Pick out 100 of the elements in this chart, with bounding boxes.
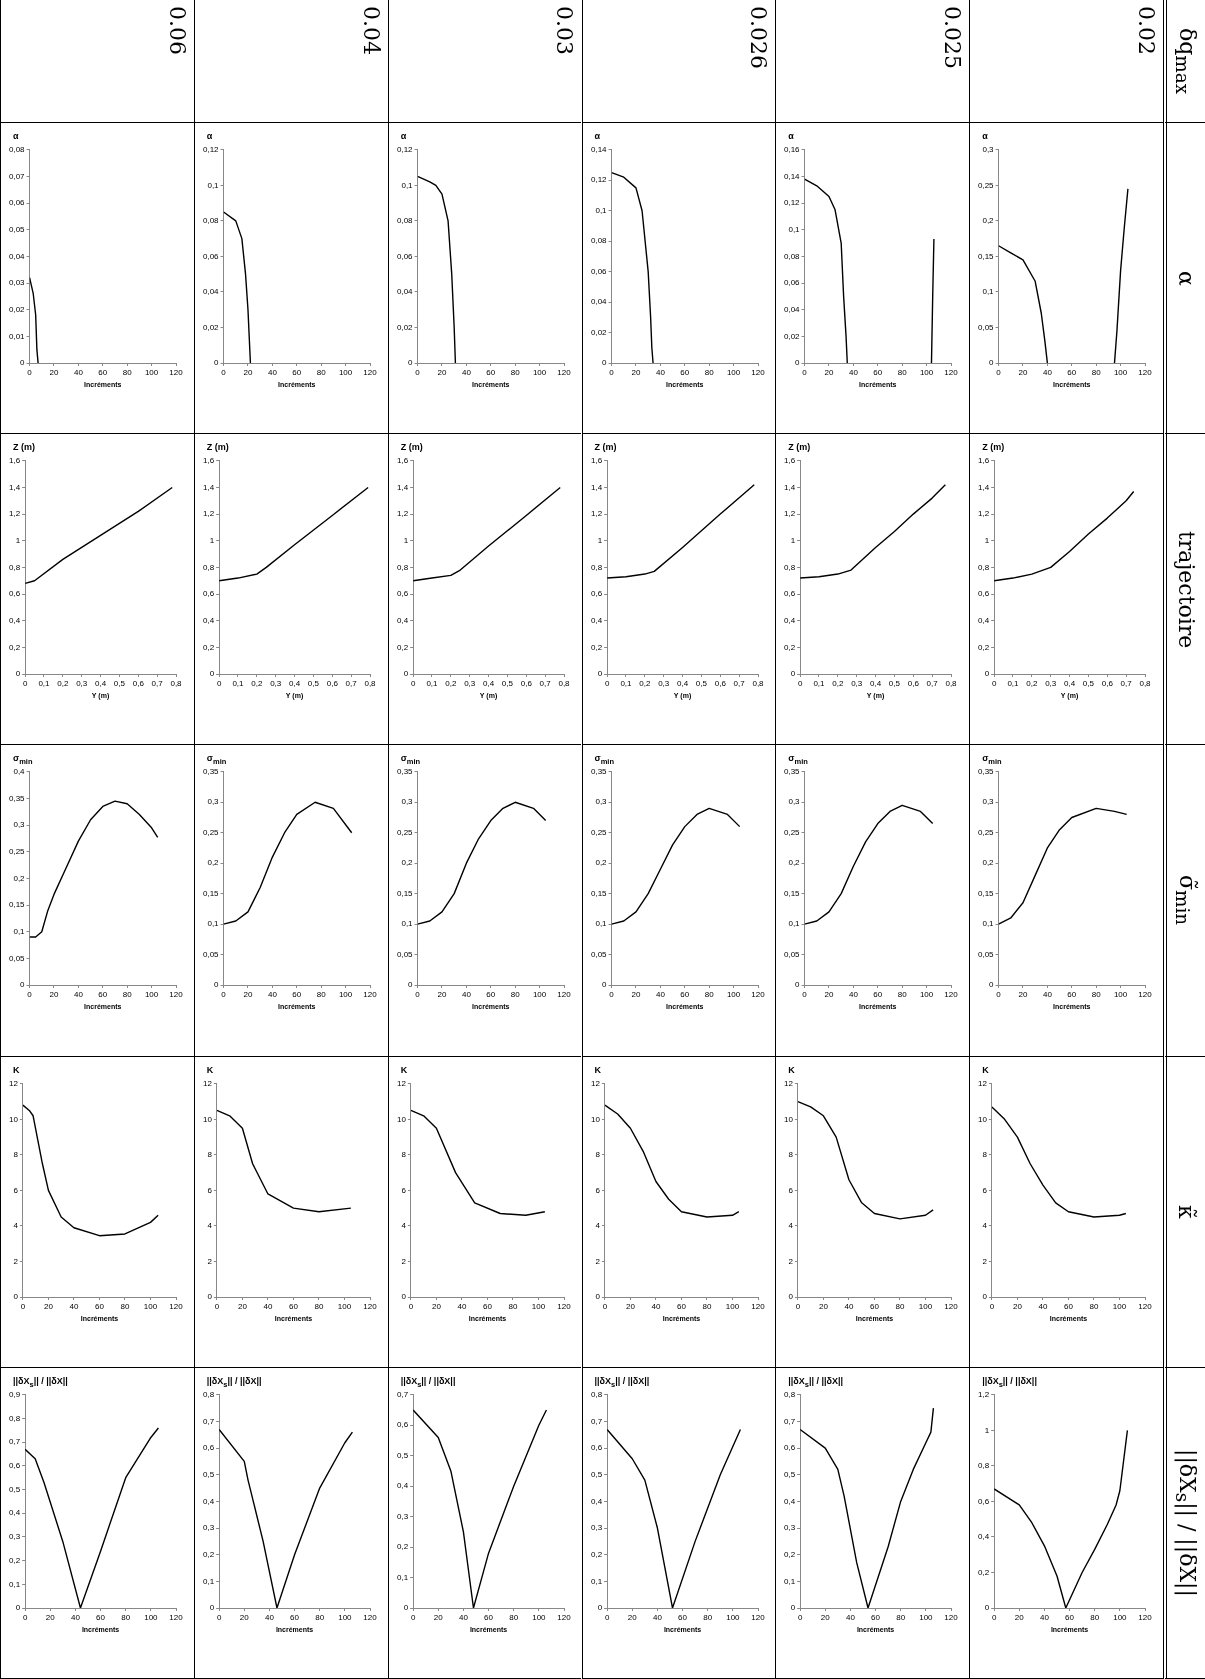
y-axis-title: σ$_{min}$: [981, 752, 1002, 767]
x-tick-label: 40: [267, 990, 278, 1000]
y-tick-label: 0,3: [401, 797, 413, 807]
x-tick-label: 80: [314, 1301, 324, 1311]
x-tick-label: 0: [996, 368, 1002, 377]
x-tick-label: 20: [239, 1612, 250, 1622]
y-tick-label: 0,5: [202, 1469, 215, 1479]
x-tick-label: 20: [243, 368, 253, 377]
y-tick-label: 0: [984, 669, 990, 679]
y-tick-label: 0,25: [978, 828, 995, 838]
y-tick-label: 0,25: [8, 847, 26, 857]
y-axis-title: σ$_{min}$: [787, 752, 808, 767]
x-tick-label: 100: [532, 368, 547, 377]
x-tick-label: 80: [510, 368, 520, 377]
x-tick-label: 120: [556, 368, 571, 377]
x-tick-label: 60: [96, 1612, 106, 1622]
y-tick-label: 0,6: [9, 1460, 21, 1470]
y-tick-label: 10: [590, 1114, 600, 1124]
y-tick-label: 0: [791, 669, 796, 679]
y-tick-label: 0,2: [207, 858, 219, 868]
x-tick-label: 0,6: [714, 679, 726, 689]
x-tick-label: 120: [944, 368, 959, 377]
x-tick-label: 20: [49, 368, 59, 377]
y-tick-label: 0,2: [590, 1549, 603, 1559]
y-tick-label: 1,2: [396, 509, 409, 519]
x-tick-label: 0: [221, 368, 227, 377]
y-tick-label: 0,6: [978, 1496, 990, 1506]
x-tick-label: 20: [821, 1612, 831, 1622]
x-tick-label: 20: [824, 990, 835, 1000]
y-tick-label: 0,2: [401, 858, 413, 868]
y-tick-label: 0,07: [8, 171, 26, 181]
x-tick-label: 40: [267, 368, 278, 377]
y-tick-label: 0,05: [202, 950, 219, 960]
x-tick-label: 0,2: [1026, 679, 1039, 689]
x-tick-label: 60: [873, 990, 884, 1000]
y-axis-title: K: [399, 1063, 408, 1077]
y-axis-title: Z (m): [593, 441, 617, 455]
y-tick-label: 4: [594, 1220, 600, 1230]
y-tick-label: 0,12: [784, 198, 801, 208]
y-tick-label: 4: [13, 1220, 19, 1230]
x-tick-label: 0: [802, 368, 808, 377]
x-tick-label: 0,2: [638, 679, 651, 689]
y-tick-label: 0,5: [396, 1450, 409, 1460]
y-tick-label: 0,4: [784, 1496, 796, 1506]
x-tick-label: 40: [69, 1301, 79, 1311]
x-tick-label: 20: [1013, 1301, 1023, 1311]
y-tick-label: 0: [407, 980, 413, 990]
x-tick-label: 100: [532, 990, 547, 1000]
y-tick-label: 0,7: [202, 1416, 215, 1426]
y-tick-label: 1,6: [9, 456, 21, 466]
x-tick-label: 120: [556, 1612, 571, 1622]
x-tick-label: 80: [1091, 990, 1102, 1000]
y-tick-label: 8: [207, 1149, 213, 1159]
y-tick-label: 0,6: [396, 589, 409, 599]
y-tick-label: 0: [403, 669, 409, 679]
y-tick-label: 0: [15, 1603, 21, 1612]
y-tick-label: 0,05: [590, 950, 607, 960]
y-tick-label: 6: [788, 1185, 794, 1195]
x-tick-label: 80: [315, 1612, 325, 1622]
y-tick-label: 1,4: [9, 482, 21, 492]
y-tick-label: 0,15: [590, 889, 607, 899]
x-tick-label: 0,3: [1045, 679, 1057, 689]
category-label: 0.025: [940, 6, 966, 69]
x-tick-label: 120: [363, 990, 378, 1000]
y-tick-label: 0: [20, 980, 26, 990]
x-tick-label: 20: [237, 1301, 248, 1311]
y-tick-label: 0,15: [396, 889, 413, 899]
y-tick-label: 0,5: [590, 1469, 603, 1479]
category-label: κ̃: [1173, 1204, 1199, 1219]
x-tick-label: 40: [849, 990, 859, 1000]
y-tick-label: 0,4: [396, 616, 409, 626]
x-tick-label: 0: [608, 368, 614, 377]
x-tick-label: 0,5: [501, 679, 514, 689]
x-tick-label: 80: [1090, 1612, 1100, 1622]
y-tick-label: 1,2: [202, 509, 215, 519]
y-tick-label: 0,08: [396, 216, 413, 226]
x-tick-label: 20: [49, 990, 59, 1000]
x-tick-label: 0,7: [1120, 679, 1133, 689]
x-tick-label: 40: [73, 990, 84, 1000]
x-tick-label: 100: [1112, 1301, 1127, 1311]
y-tick-label: 6: [982, 1185, 988, 1195]
x-tick-label: 20: [1018, 990, 1029, 1000]
y-tick-label: 0,4: [9, 1508, 21, 1518]
x-tick-label: 0,5: [695, 679, 708, 689]
y-tick-label: 0,12: [396, 145, 413, 154]
y-tick-label: 0: [213, 358, 219, 368]
x-tick-label: 120: [1138, 1612, 1153, 1622]
x-tick-label: 0: [27, 368, 33, 377]
y-tick-label: 0,2: [978, 1567, 990, 1577]
y-tick-label: 4: [982, 1220, 988, 1230]
x-tick-label: 120: [750, 1301, 765, 1311]
y-tick-label: 0: [597, 1603, 603, 1612]
x-tick-label: 120: [1138, 1301, 1153, 1311]
y-tick-label: 0,2: [396, 1542, 409, 1552]
y-tick-label: 0,8: [9, 562, 21, 572]
y-tick-label: 0,1: [784, 1576, 796, 1586]
x-tick-label: 100: [143, 1301, 158, 1311]
y-tick-label: 0,08: [8, 145, 26, 154]
y-tick-label: 2: [401, 1256, 407, 1266]
y-axis-title: K: [593, 1063, 601, 1077]
